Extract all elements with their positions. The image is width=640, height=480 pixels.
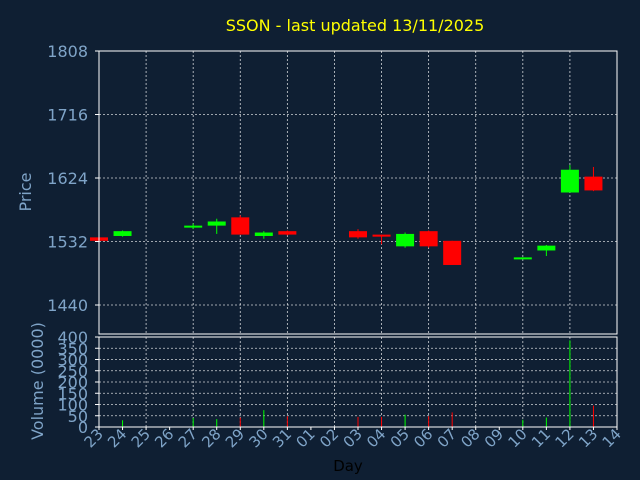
candle-body <box>419 231 438 247</box>
day-tick-label: 29 <box>222 425 248 451</box>
day-tick-label: 06 <box>410 425 436 451</box>
candle-body <box>560 169 579 193</box>
day-axis-label: Day <box>333 457 363 475</box>
candle-body <box>443 240 462 265</box>
day-tick-label: 13 <box>575 425 601 451</box>
chart-title: SSON - last updated 13/11/2025 <box>226 16 485 35</box>
day-tick-label: 14 <box>599 425 625 451</box>
price-tick-label: 1624 <box>47 169 88 188</box>
volume-tick-label: 400 <box>57 328 88 347</box>
price-axis-label: Price <box>16 172 35 211</box>
candle-body <box>396 233 415 247</box>
day-tick-label: 10 <box>504 425 530 451</box>
price-plot-frame <box>98 50 618 335</box>
day-tick-label: 28 <box>198 425 224 451</box>
volume-bars <box>122 340 594 427</box>
candle-body <box>349 231 367 238</box>
candle-body <box>254 232 273 236</box>
volume-tick-label: 250 <box>57 362 88 381</box>
day-tick-label: 08 <box>457 425 483 451</box>
candle-body <box>113 231 132 236</box>
price-gridlines <box>99 50 617 334</box>
day-tick-label: 02 <box>316 425 342 451</box>
candle-body <box>184 225 203 228</box>
candle-body <box>207 221 226 226</box>
price-tick-label: 1808 <box>47 42 88 61</box>
day-tick-label: 25 <box>128 425 154 451</box>
volume-tick-label: 150 <box>57 384 88 403</box>
volume-tick-label: 50 <box>68 407 88 426</box>
day-tick-label: 30 <box>245 425 271 451</box>
price-axis-ticks: 1440 1532 1624 1716 1808 <box>47 42 99 315</box>
volume-tick-label: 350 <box>57 339 88 358</box>
price-tick-label: 1532 <box>47 233 88 252</box>
candle-body <box>278 231 297 235</box>
day-tick-label: 31 <box>269 425 295 451</box>
volume-tick-label: 100 <box>57 396 88 415</box>
day-tick-label: 01 <box>293 425 319 451</box>
candle-body <box>537 245 556 251</box>
candle-body <box>513 257 532 260</box>
volume-axis-label: Volume (0000) <box>28 322 47 440</box>
price-candles <box>90 164 603 265</box>
day-tick-label: 03 <box>340 425 366 451</box>
volume-gridlines <box>99 337 617 427</box>
candle-body <box>372 234 391 237</box>
day-tick-label: 11 <box>528 425 554 451</box>
day-axis-ticks: 2324252627282930310102030405060708091011… <box>81 425 625 451</box>
candle-body <box>584 176 603 191</box>
price-tick-label: 1716 <box>47 106 88 125</box>
day-tick-label: 05 <box>387 425 413 451</box>
day-tick-label: 07 <box>434 425 460 451</box>
day-tick-label: 24 <box>104 425 130 451</box>
price-tick-label: 1440 <box>47 296 88 315</box>
candle-body <box>231 217 250 235</box>
volume-tick-label: 0 <box>78 418 88 437</box>
volume-tick-label: 300 <box>57 351 88 370</box>
day-tick-label: 27 <box>175 425 201 451</box>
day-tick-label: 26 <box>151 425 177 451</box>
volume-tick-label: 200 <box>57 373 88 392</box>
day-tick-label: 09 <box>481 425 507 451</box>
day-tick-label: 04 <box>363 425 389 451</box>
day-tick-label: 12 <box>552 425 578 451</box>
